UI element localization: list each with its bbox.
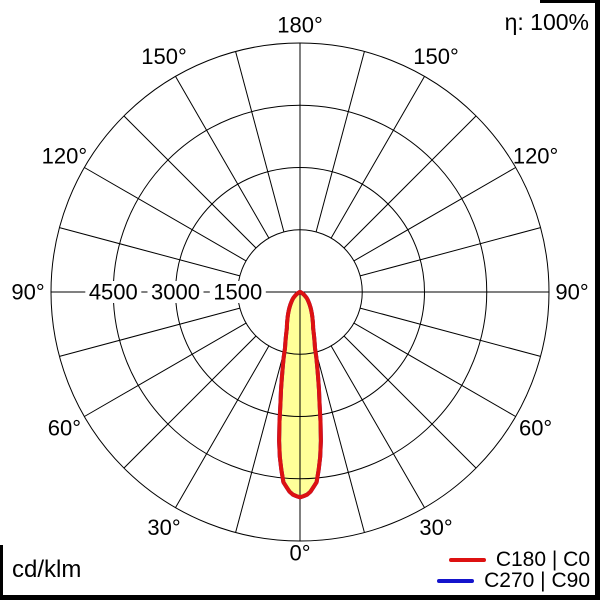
grid-spoke-210 — [175, 76, 270, 239]
unit-label: cd/klm — [12, 556, 82, 583]
grid-spoke-120 — [353, 167, 516, 262]
grid-spoke-225 — [123, 115, 257, 249]
grid-spoke-30 — [330, 345, 425, 508]
frame-border-right — [595, 0, 600, 600]
legend-label-c180-c0: C180 | C0 — [495, 547, 590, 571]
grid-spoke-345 — [235, 351, 285, 533]
grid-spoke-45 — [343, 335, 477, 469]
radial-label-bg-1500 — [209, 281, 266, 303]
grid-spoke-150 — [330, 76, 425, 239]
grid-spoke-165 — [315, 51, 365, 233]
grid-spoke-75 — [359, 307, 541, 357]
grid-spoke-330 — [175, 345, 270, 508]
grid-spoke-315 — [123, 335, 257, 469]
legend-item-c270-c90: C270 | C90 — [437, 568, 590, 592]
angle-label-60-left: 60° — [48, 416, 81, 441]
angle-label-120-right: 120° — [513, 144, 559, 169]
radial-label-bg-3000 — [147, 281, 204, 303]
grid-spoke-60 — [353, 322, 516, 417]
legend-line-red-icon — [448, 557, 486, 562]
angle-label-90-right: 90° — [555, 280, 588, 305]
radial-tick-label-1500: 1500 — [213, 280, 262, 305]
radial-tick-label-3000: 3000 — [151, 280, 200, 305]
frame-border-left-stub — [0, 545, 3, 600]
curve-c180-c0 — [277, 290, 323, 500]
angle-label-150-right: 150° — [413, 44, 459, 69]
grid-spoke-105 — [359, 227, 541, 277]
angle-label-180: 180° — [277, 13, 323, 38]
grid-spoke-285 — [59, 307, 241, 357]
efficiency-label: η: 100% — [504, 9, 589, 35]
grid-spoke-15 — [315, 351, 365, 533]
angle-label-60-right: 60° — [519, 416, 552, 441]
angle-label-0: 0° — [289, 541, 310, 566]
legend-label-c270-c90: C270 | C90 — [484, 568, 590, 592]
radial-tick-label-4500: 4500 — [89, 280, 138, 305]
angle-label-150-left: 150° — [141, 44, 187, 69]
grid-spoke-195 — [235, 51, 285, 233]
angle-label-90-left: 90° — [11, 280, 44, 305]
legend: C180 | C0 C270 | C90 — [437, 547, 590, 592]
grid-spoke-300 — [84, 322, 247, 417]
frame-border-bottom — [0, 595, 600, 600]
angle-label-30-left: 30° — [147, 515, 180, 540]
legend-line-blue-icon — [437, 578, 475, 583]
angle-label-30-right: 30° — [419, 515, 452, 540]
grid-spoke-135 — [343, 115, 477, 249]
radial-label-bg-4500 — [85, 281, 142, 303]
angle-label-120-left: 120° — [42, 144, 88, 169]
frame-border-top-stub — [540, 0, 600, 3]
grid-spoke-240 — [84, 167, 247, 262]
grid-spoke-255 — [59, 227, 241, 277]
legend-item-c180-c0: C180 | C0 — [448, 547, 590, 571]
